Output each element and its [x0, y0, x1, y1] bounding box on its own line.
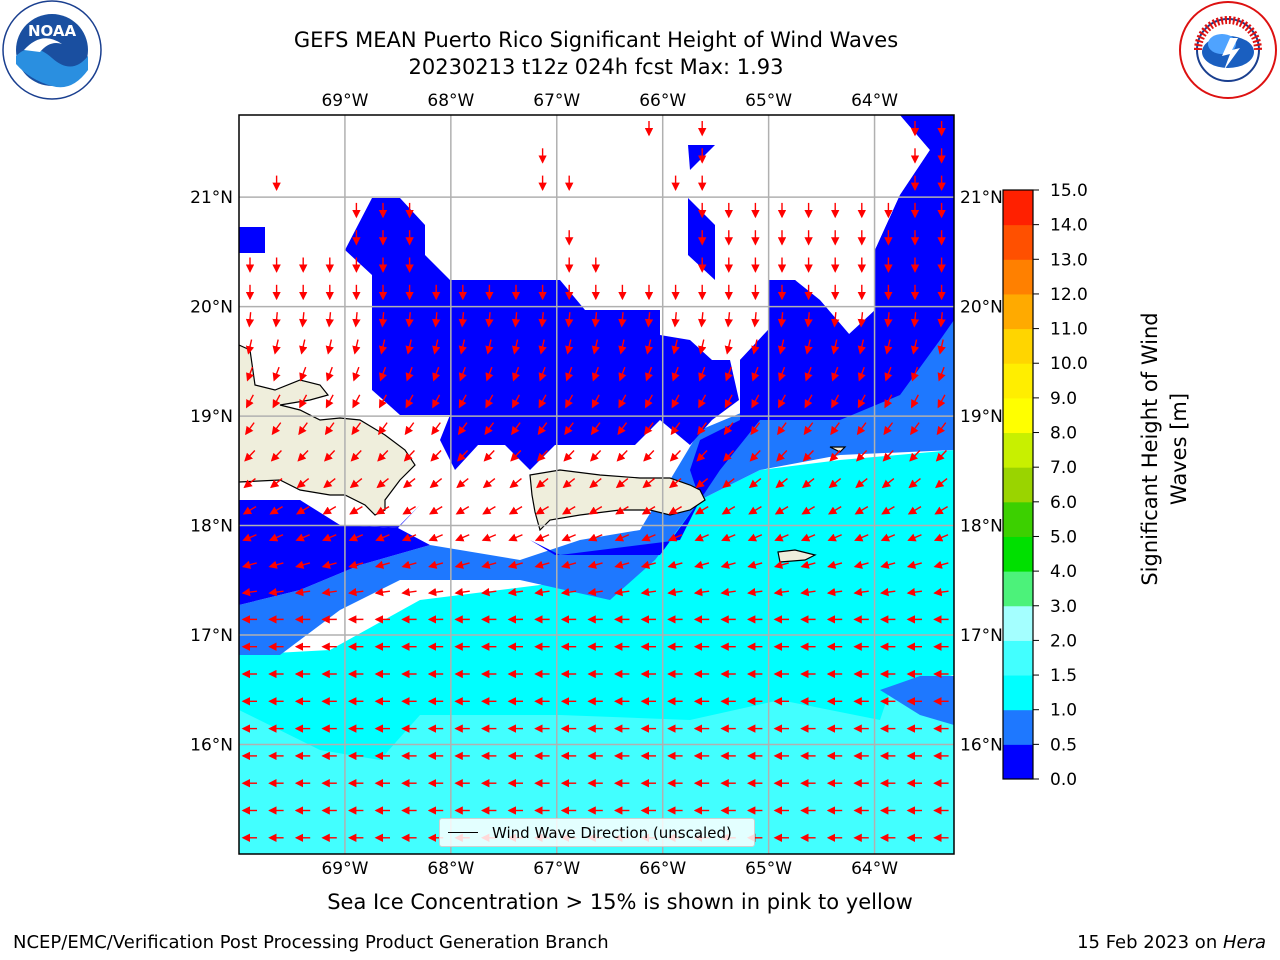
- lon-tick-label: 64°W: [851, 859, 898, 879]
- lat-tick-label: 20°N: [190, 298, 233, 318]
- colorbar-tick-label: 5.0: [1050, 527, 1077, 547]
- lat-tick-label: 19°N: [960, 407, 1003, 427]
- lon-tick-label: 65°W: [745, 859, 792, 879]
- colorbar-tick-label: 10.0: [1050, 354, 1088, 374]
- colorbar-segment: [1003, 433, 1033, 468]
- colorbar-tick-label: 15.0: [1050, 181, 1088, 201]
- lat-tick-label: 17°N: [190, 626, 233, 646]
- colorbar-tick-label: 11.0: [1050, 320, 1088, 340]
- colorbar-tick-label: 12.0: [1050, 285, 1088, 305]
- colorbar-segment: [1003, 536, 1033, 571]
- colorbar-tick-label: 2.0: [1050, 631, 1077, 651]
- colorbar-segment: [1003, 502, 1033, 537]
- lat-ticks-left: 16°N 17°N 18°N 19°N 20°N 21°N: [190, 188, 233, 755]
- lat-tick-label: 16°N: [960, 736, 1003, 756]
- colorbar-tick-label: 9.0: [1050, 389, 1077, 409]
- lon-tick-label: 66°W: [639, 859, 686, 879]
- map-legend: Wind Wave Direction (unscaled): [439, 818, 755, 847]
- lon-tick-label: 69°W: [321, 91, 368, 111]
- colorbar-tick-label: 0.5: [1050, 735, 1077, 755]
- colorbar-tick-label: 4.0: [1050, 562, 1077, 582]
- lat-tick-label: 18°N: [190, 517, 233, 537]
- lat-tick-label: 20°N: [960, 298, 1003, 318]
- lat-tick-label: 18°N: [960, 517, 1003, 537]
- colorbar-tick-label: 6.0: [1050, 493, 1077, 513]
- colorbar-tick-label: 13.0: [1050, 250, 1088, 270]
- sea-ice-note: Sea Ice Concentration > 15% is shown in …: [327, 890, 913, 914]
- colorbar-segment: [1003, 259, 1033, 294]
- colorbar-segment: [1003, 398, 1033, 433]
- colorbar-tick-label: 1.0: [1050, 701, 1077, 721]
- colorbar-tick-label: 0.0: [1050, 770, 1077, 790]
- colorbar-segment: [1003, 744, 1033, 779]
- colorbar-segment: [1003, 710, 1033, 745]
- lon-tick-label: 67°W: [533, 859, 580, 879]
- lat-tick-label: 21°N: [190, 188, 233, 208]
- lon-ticks-bottom: 69°W 68°W 67°W 66°W 65°W 64°W: [321, 859, 898, 879]
- colorbar-segment: [1003, 467, 1033, 502]
- lon-tick-label: 68°W: [427, 91, 474, 111]
- legend-line-icon: [448, 832, 478, 833]
- colorbar-segment: [1003, 329, 1033, 364]
- lon-tick-label: 68°W: [427, 859, 474, 879]
- colorbar-label: Significant Height of Wind Waves [m]: [1136, 299, 1194, 599]
- colorbar-segment: [1003, 571, 1033, 606]
- colorbar-segment: [1003, 640, 1033, 675]
- lon-tick-label: 67°W: [533, 91, 580, 111]
- lat-tick-label: 17°N: [960, 626, 1003, 646]
- colorbar-segment: [1003, 675, 1033, 710]
- lon-tick-label: 69°W: [321, 859, 368, 879]
- lat-tick-label: 19°N: [190, 407, 233, 427]
- colorbar-tick-label: 8.0: [1050, 424, 1077, 444]
- colorbar-segment: [1003, 225, 1033, 260]
- legend-label: Wind Wave Direction (unscaled): [492, 824, 732, 842]
- lon-ticks-top: 69°W 68°W 67°W 66°W 65°W 64°W: [321, 91, 898, 111]
- lat-ticks-right: 16°N 17°N 18°N 19°N 20°N 21°N: [960, 188, 1003, 755]
- lon-tick-label: 64°W: [851, 91, 898, 111]
- footer-machine: Hera: [1223, 932, 1266, 953]
- colorbar-segment: [1003, 190, 1033, 225]
- lon-tick-label: 66°W: [639, 91, 686, 111]
- colorbar: 0.0 0.5 1.0 1.5 2.0 3.0 4.0 5.0 6.0 7.0 8.0 9.0 10.0…: [1003, 181, 1088, 790]
- lon-tick-label: 65°W: [745, 91, 792, 111]
- colorbar-segment: [1003, 363, 1033, 398]
- colorbar-tick-label: 7.0: [1050, 458, 1077, 478]
- lat-tick-label: 21°N: [960, 188, 1003, 208]
- colorbar-tick-label: 3.0: [1050, 597, 1077, 617]
- footer-credit: NCEP/EMC/Verification Post Processing Pr…: [13, 932, 609, 953]
- colorbar-segment: [1003, 606, 1033, 641]
- colorbar-tick-label: 1.5: [1050, 666, 1077, 686]
- colorbar-tick-label: 14.0: [1050, 216, 1088, 236]
- footer-date: 15 Feb 2023 on Hera: [1077, 932, 1266, 953]
- colorbar-segment: [1003, 294, 1033, 329]
- lat-tick-label: 16°N: [190, 736, 233, 756]
